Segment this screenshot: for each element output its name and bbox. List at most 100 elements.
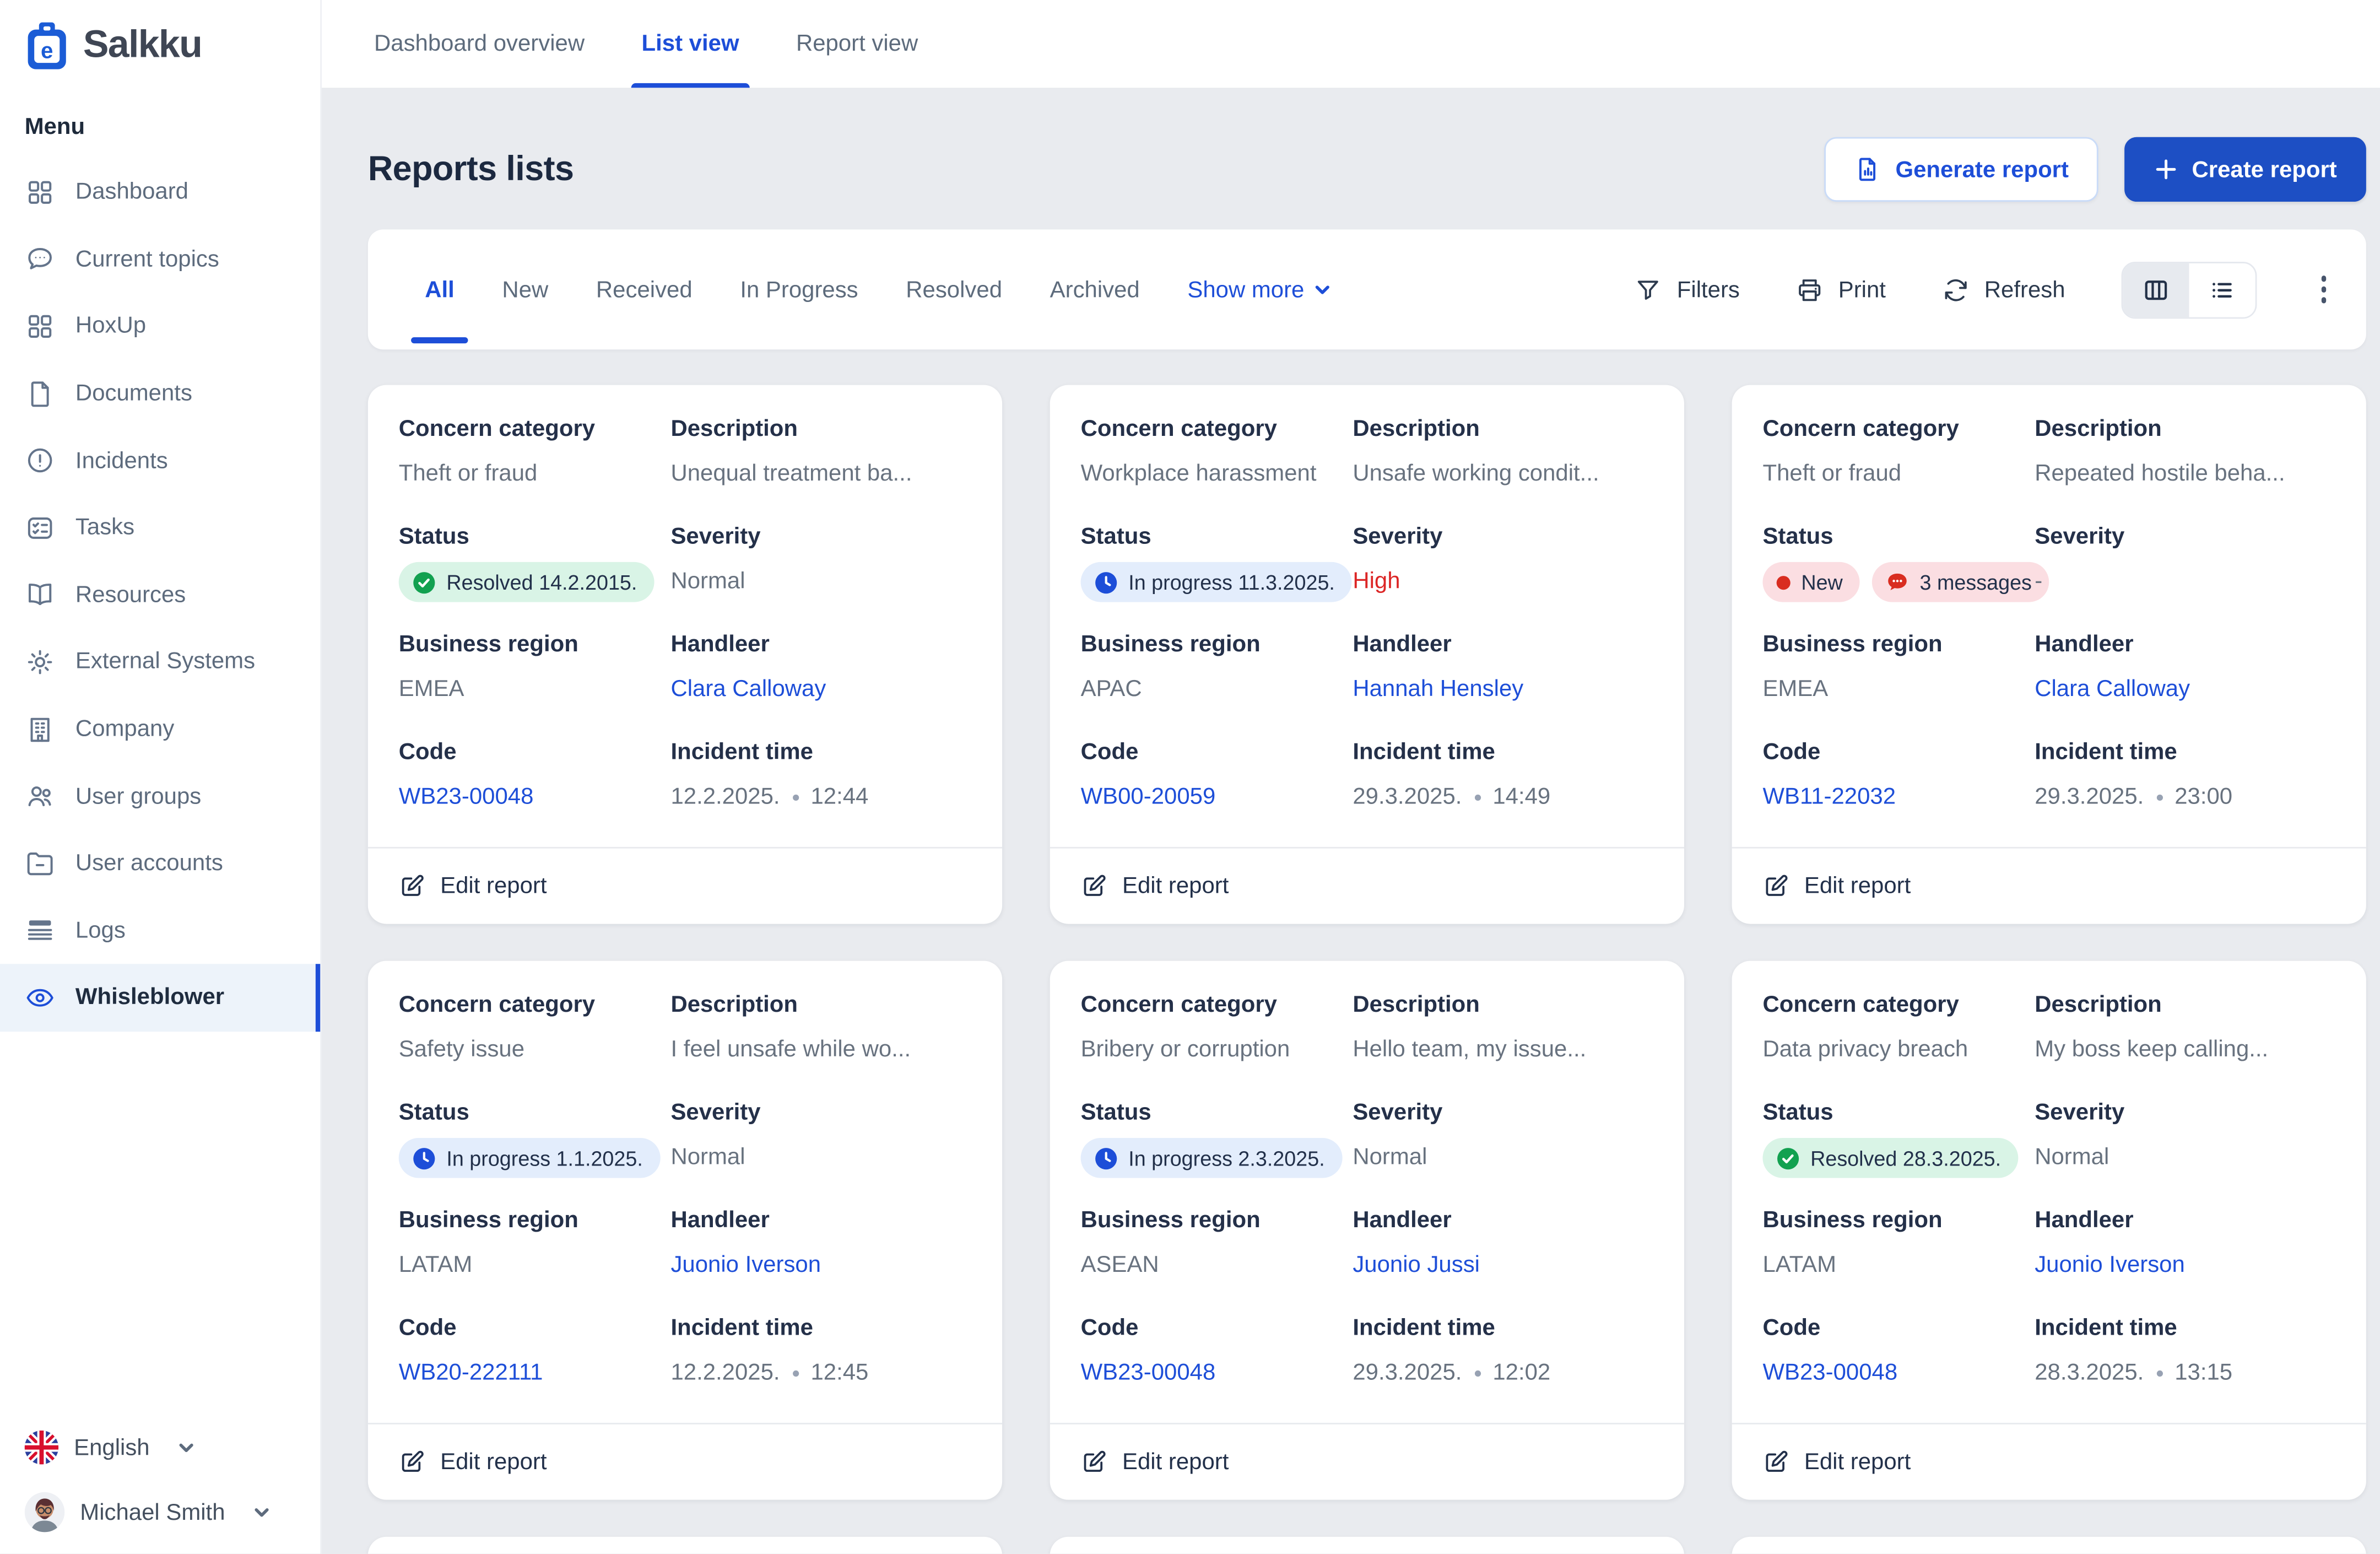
- handler-link[interactable]: Juonio Iverson: [670, 1251, 821, 1278]
- business-region-label: Business region: [1080, 1207, 1261, 1234]
- code-link[interactable]: WB23-00048: [398, 784, 534, 810]
- edit-report-button[interactable]: Edit report: [367, 846, 1003, 924]
- svg-text:e: e: [41, 37, 53, 63]
- concern-category-value: Theft or fraud: [398, 460, 538, 487]
- language-selector[interactable]: English: [24, 1430, 296, 1465]
- sidebar-item-documents[interactable]: Documents: [0, 360, 320, 427]
- code-link[interactable]: WB00-20059: [1080, 784, 1216, 810]
- user-menu[interactable]: Michael Smith: [24, 1492, 296, 1533]
- filter-tab-archived[interactable]: Archived: [1050, 276, 1140, 303]
- sidebar-item-logs[interactable]: Logs: [0, 897, 320, 964]
- incident-time-label: Incident time: [2035, 1315, 2177, 1341]
- create-report-button[interactable]: Create report: [2124, 137, 2366, 202]
- grid-icon: [29, 181, 52, 204]
- incident-date: 29.3.2025.: [1353, 784, 1462, 810]
- status-badge: In progress 1.1.2025.: [398, 1137, 660, 1178]
- filters-button[interactable]: Filters: [1634, 275, 1740, 304]
- refresh-button[interactable]: Refresh: [1941, 275, 2065, 304]
- sidebar-item-user-groups[interactable]: User groups: [0, 763, 320, 830]
- edit-report-button[interactable]: Edit report: [1732, 846, 2366, 924]
- folder-icon: [27, 852, 53, 875]
- tab-dashboard-overview[interactable]: Dashboard overview: [374, 30, 585, 57]
- status-badge-label: Resolved 28.3.2025.: [1810, 1146, 2002, 1170]
- clock-icon: [1095, 571, 1117, 593]
- description-value: Unequal treatment ba...: [670, 460, 912, 487]
- messages-badge: 3 messages: [1871, 562, 2049, 602]
- severity-label: Severity: [1353, 524, 1443, 550]
- description-label: Description: [670, 991, 798, 1018]
- concern-category-value: Bribery or corruption: [1080, 1036, 1290, 1063]
- sidebar-item-incidents[interactable]: Incidents: [0, 427, 320, 494]
- filter-tab-received[interactable]: Received: [596, 276, 693, 303]
- gear-icon: [28, 650, 52, 675]
- dot-separator: [792, 1370, 799, 1377]
- code-link[interactable]: WB23-00048: [1080, 1359, 1216, 1386]
- sidebar-item-hoxup[interactable]: HoxUp: [0, 293, 320, 360]
- tab-list-view[interactable]: List view: [630, 0, 751, 88]
- code-link[interactable]: WB20-222111: [398, 1359, 543, 1386]
- concern-category-value: Data privacy breach: [1762, 1036, 1968, 1063]
- edit-pencil-icon: [402, 1450, 424, 1472]
- language-label: English: [74, 1434, 150, 1461]
- code-label: Code: [1080, 1315, 1139, 1341]
- incident-date: 29.3.2025.: [1353, 1359, 1462, 1386]
- edit-report-button[interactable]: Edit report: [1050, 1422, 1684, 1500]
- more-options-button[interactable]: [2312, 267, 2335, 312]
- print-button[interactable]: Print: [1795, 275, 1886, 304]
- business-region-label: Business region: [398, 1207, 578, 1234]
- handler-link[interactable]: Juonio Iverson: [2035, 1251, 2185, 1278]
- sidebar-item-company[interactable]: Company: [0, 695, 320, 763]
- dot-separator: [1474, 794, 1480, 801]
- filter-tab-in-progress[interactable]: In Progress: [740, 276, 858, 303]
- severity-label: Severity: [2035, 524, 2125, 550]
- severity-value: -: [2035, 568, 2043, 595]
- status-label: Status: [398, 1099, 469, 1126]
- code-link[interactable]: WB23-00048: [1762, 1359, 1898, 1386]
- edit-pencil-icon: [1084, 875, 1106, 896]
- handler-link[interactable]: Juonio Jussi: [1353, 1251, 1480, 1278]
- business-region-label: Business region: [1762, 1207, 1943, 1234]
- edit-report-button[interactable]: Edit report: [1050, 846, 1684, 924]
- chat-bubble-icon: [1888, 573, 1907, 590]
- sidebar-nav: Dashboard Current topics HoxUp Documents…: [0, 159, 321, 1032]
- check-circle-icon: [1777, 1147, 1799, 1169]
- clock-icon: [1095, 1147, 1117, 1169]
- incident-date: 12.2.2025.: [670, 1359, 780, 1386]
- status-badge-label: New: [1801, 570, 1843, 594]
- avatar: [24, 1492, 65, 1533]
- messages-badge-label: 3 messages: [1919, 570, 2032, 594]
- list-view-button[interactable]: [2188, 262, 2255, 317]
- handler-link[interactable]: Clara Calloway: [670, 676, 826, 703]
- chevron-down-icon: [180, 1443, 194, 1453]
- sidebar-item-whisleblower[interactable]: Whisleblower: [0, 964, 321, 1032]
- sidebar-item-external-systems[interactable]: External Systems: [0, 629, 320, 696]
- dot-separator: [2156, 1370, 2162, 1377]
- logo[interactable]: e Salkku: [0, 0, 320, 83]
- edit-report-button[interactable]: Edit report: [367, 1422, 1003, 1500]
- handler-link[interactable]: Hannah Hensley: [1353, 676, 1524, 703]
- handler-link[interactable]: Clara Calloway: [2035, 676, 2190, 703]
- sidebar-item-dashboard[interactable]: Dashboard: [0, 159, 320, 226]
- tab-report-view[interactable]: Report view: [796, 30, 918, 57]
- sidebar-item-user-accounts[interactable]: User accounts: [0, 830, 320, 897]
- incident-date: 28.3.2025.: [2035, 1359, 2144, 1386]
- sidebar-item-current-topics[interactable]: Current topics: [0, 226, 320, 293]
- handler-label: Handleer: [670, 1207, 770, 1234]
- show-more-button[interactable]: Show more: [1187, 229, 1332, 349]
- filter-tab-resolved[interactable]: Resolved: [906, 276, 1003, 303]
- incident-time-label: Incident time: [670, 739, 813, 765]
- sidebar-item-tasks[interactable]: Tasks: [0, 494, 320, 562]
- filter-tab-new[interactable]: New: [502, 276, 549, 303]
- filter-tab-all[interactable]: All: [410, 229, 469, 349]
- concern-category-value: Theft or fraud: [1762, 460, 1902, 487]
- generate-report-button[interactable]: Generate report: [1824, 137, 2098, 202]
- code-link[interactable]: WB11-22032: [1762, 784, 1896, 810]
- grid-view-button[interactable]: [2122, 262, 2189, 317]
- incident-time: 12:45: [810, 1359, 869, 1386]
- incident-time: 14:49: [1492, 784, 1551, 810]
- sidebar-item-resources[interactable]: Resources: [0, 562, 320, 629]
- uk-flag-icon: [24, 1430, 59, 1465]
- edit-report-button[interactable]: Edit report: [1732, 1422, 2366, 1500]
- business-region-value: EMEA: [1762, 676, 1829, 703]
- eye-icon: [26, 989, 53, 1007]
